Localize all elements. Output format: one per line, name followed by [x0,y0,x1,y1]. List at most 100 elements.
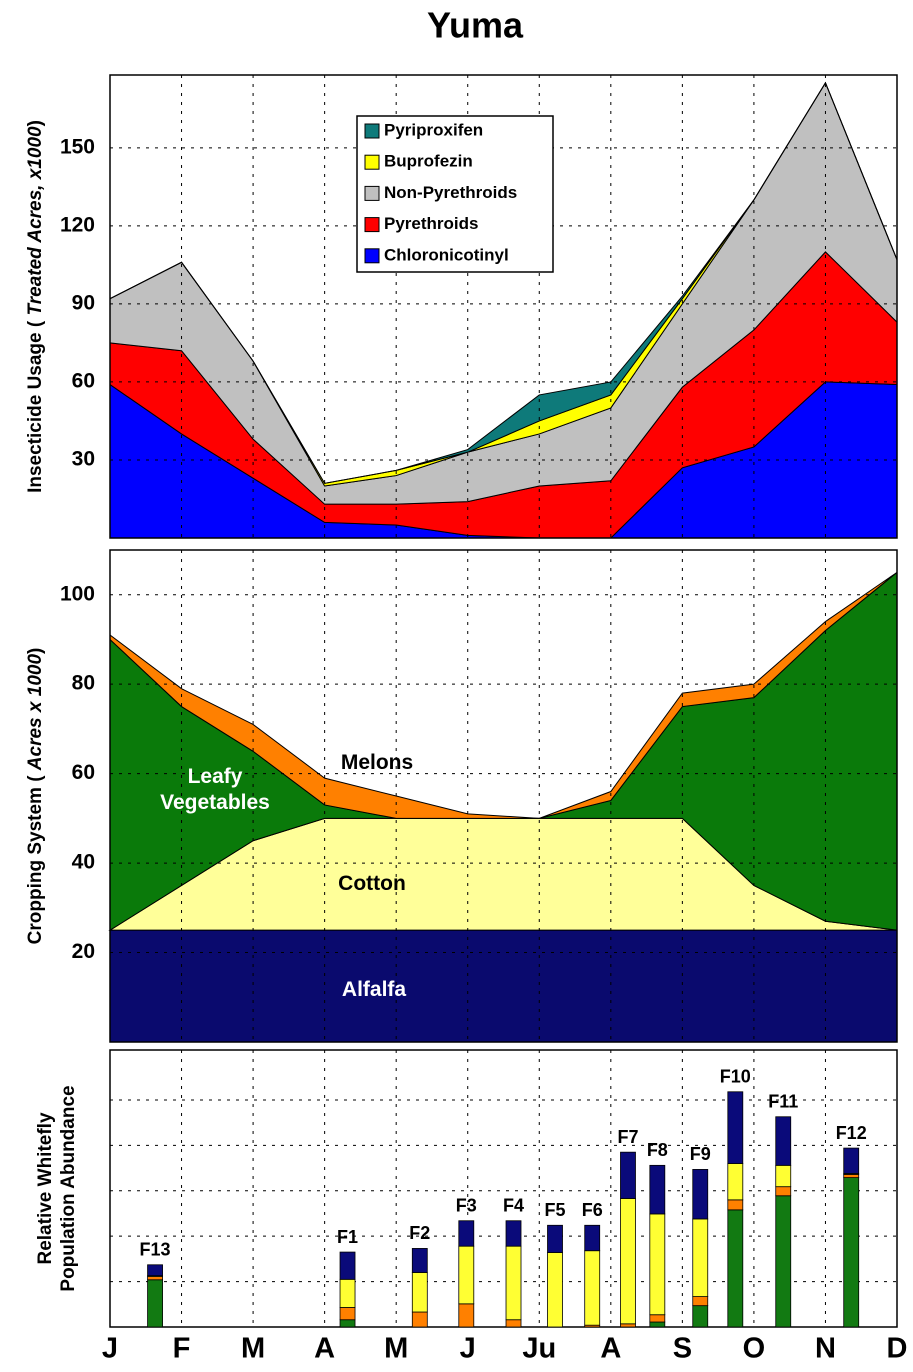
y-axis-label-part: Insecticide Usage ( [25,316,46,493]
bar-segment [620,1323,636,1328]
y-tick-label: 90 [72,291,95,314]
bar-segment [775,1195,792,1328]
bar-segment [339,1307,356,1321]
legend-swatch [364,123,380,139]
plot-frame [109,74,898,539]
y-tick-label: 150 [60,135,95,158]
bar-segment [843,1147,860,1174]
area-label-text: Leafy Vegetables [160,765,270,814]
bar-segment [649,1314,666,1323]
y-tick-label: 80 [72,672,95,695]
bar-segment [411,1272,428,1313]
bar-segment [649,1321,666,1328]
bar-label: F10 [720,1067,751,1087]
y-tick-label: 30 [72,448,95,471]
y-tick-label: 40 [72,851,95,874]
bar-label: F11 [768,1092,798,1112]
legend-swatch [364,248,380,264]
x-tick-label: A [600,1333,621,1365]
area [109,571,898,819]
bar-segment [727,1199,744,1211]
x-tick-label: S [673,1333,692,1365]
area-label: Melons [340,751,414,774]
plot-area [110,1050,897,1327]
bar-segment [649,1164,666,1215]
x-tick-label: J [460,1333,476,1365]
grid [110,1050,897,1327]
bar-segment [458,1303,475,1328]
y-axis-label-part: Acres x 1000 [25,654,46,772]
bar-segment [692,1296,709,1307]
x-tick-label: D [887,1333,908,1365]
bar-segment [727,1209,744,1328]
bar-segment [649,1213,666,1316]
bar-segment [775,1186,792,1197]
x-tick-label: M [384,1333,408,1365]
bar-label: F7 [617,1127,638,1147]
area-label-text: Alfalfa [341,978,407,1001]
bar-segment [727,1091,744,1164]
bar-segment [339,1278,356,1308]
bar-segment [505,1245,522,1321]
y-tick-label: 20 [72,940,95,963]
y-tick-label: 100 [60,582,95,605]
legend-swatch [364,154,380,170]
legend-label: Chloronicotinyl [384,245,509,264]
bar-segment [547,1252,563,1328]
bar-segment [843,1174,860,1179]
bar-label: F13 [140,1240,171,1260]
bar-label: F2 [409,1223,430,1243]
y-tick-label: 60 [72,369,95,392]
y-axis-label: Population Abundance [58,1085,79,1291]
plot-frame [109,1049,898,1328]
y-axis-label-part: Treated Acres, x1000 [25,126,46,316]
bar-segment [547,1224,563,1253]
area-label: Leafy Vegetables [160,765,270,814]
y-tick-label: 60 [72,761,95,784]
bar-label: F3 [456,1195,477,1215]
bar-segment [727,1163,744,1201]
y-axis-label: Relative Whitefly [35,1112,56,1264]
bar-segment [775,1116,792,1166]
bar-label: F9 [690,1144,711,1164]
bar-segment [505,1319,522,1328]
x-tick-label: N [815,1333,836,1365]
area-label: Cotton [338,872,406,895]
y-axis-label: Insecticide Usage ( Treated Acres, x1000… [25,120,46,493]
bar-segment [147,1276,163,1281]
legend-label: Non-Pyrethroids [384,183,517,202]
legend: Pyriproxifen Buprofezin Non-Pyrethroids Pyr… [356,115,554,273]
bar-label: F8 [647,1140,668,1160]
bar-segment [411,1248,428,1273]
y-axis-label: Cropping System ( Acres x 1000) [25,648,46,945]
area-label-text: Melons [340,751,414,774]
y-axis-label-part: ) [25,648,46,654]
bar-segment [620,1198,636,1325]
legend-label: Pyriproxifen [384,120,483,139]
bar-segment [147,1264,163,1277]
legend-swatch [364,217,380,233]
bar-segment [411,1311,428,1328]
bar-segment [584,1224,601,1252]
y-axis-label-part: ) [25,120,46,126]
x-tick-label: J [102,1333,118,1365]
bar-segment [692,1305,709,1328]
bar-segment [339,1251,356,1280]
legend-label: Buprofezin [384,152,473,171]
bar-segment [584,1250,601,1326]
y-axis-label-part: Cropping System ( [25,770,46,944]
bar-segment [692,1169,709,1220]
bar-segment [843,1177,860,1328]
bar-label: F6 [582,1200,603,1220]
x-tick-label: F [173,1333,191,1365]
bar-segment [692,1218,709,1297]
legend-label: Pyrethroids [384,214,478,233]
area-label: Alfalfa [341,978,407,1001]
area-label-text: Cotton [338,872,406,895]
bar-segment [339,1319,356,1328]
bar-label: F4 [503,1195,524,1215]
bar-segment [458,1245,475,1305]
area [109,929,898,1043]
bar-label: F12 [836,1123,867,1143]
